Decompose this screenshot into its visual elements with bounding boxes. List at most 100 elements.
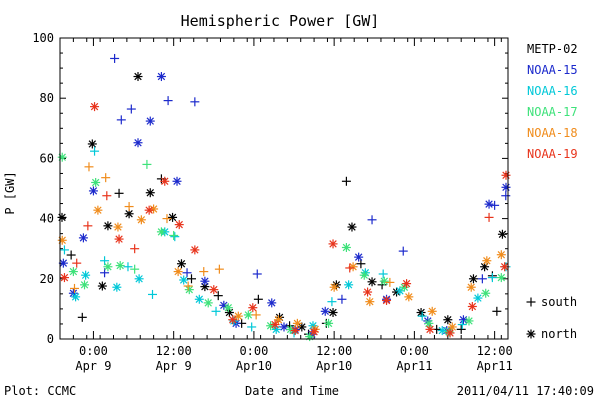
point-noaa-16-south	[417, 311, 427, 321]
point-noaa-16-south	[247, 322, 257, 332]
x-tick-label-time: 12:00	[316, 344, 352, 358]
point-noaa-19-north	[209, 285, 219, 295]
point-noaa-15-south	[490, 200, 500, 210]
point-metp-02-north	[416, 308, 426, 318]
point-noaa-19-north	[425, 324, 435, 334]
point-noaa-18-south	[214, 264, 224, 274]
point-noaa-16-south	[170, 232, 180, 242]
point-noaa-17-north	[359, 270, 369, 280]
point-noaa-15-south	[163, 96, 173, 106]
x-tick-label-date: Apr10	[236, 359, 272, 373]
point-noaa-15-south	[501, 191, 511, 201]
point-noaa-16-north	[344, 280, 354, 290]
point-noaa-15-south	[337, 294, 347, 304]
point-noaa-18-north	[233, 311, 243, 321]
x-tick-label-time: 12:00	[477, 344, 513, 358]
point-noaa-19-south	[72, 258, 82, 268]
point-metp-02-south	[356, 259, 366, 269]
point-noaa-18-south	[199, 267, 209, 277]
point-noaa-16-north	[437, 326, 447, 336]
point-noaa-15-north	[267, 298, 277, 308]
point-metp-02-north	[133, 72, 143, 82]
legend-symbol-label: north	[541, 327, 577, 341]
point-noaa-16-south	[90, 146, 100, 156]
point-metp-02-north	[200, 282, 210, 292]
point-noaa-19-north	[309, 327, 319, 337]
x-axis-label: Date and Time	[245, 384, 339, 398]
point-noaa-19-north	[382, 295, 392, 305]
point-metp-02-south	[66, 250, 76, 260]
point-noaa-15-south	[367, 215, 377, 225]
plot-frame	[59, 37, 509, 340]
point-noaa-16-south	[147, 289, 157, 299]
point-noaa-15-south	[126, 104, 136, 114]
point-noaa-17-north	[103, 262, 113, 272]
point-noaa-18-south	[183, 281, 193, 291]
point-noaa-17-north	[324, 318, 334, 328]
point-noaa-17-north	[379, 276, 389, 286]
point-metp-02-north	[443, 315, 453, 325]
point-metp-02-north	[497, 229, 507, 239]
point-noaa-19-north	[248, 303, 258, 313]
legend: METP-02 NOAA-15 NOAA-16 NOAA-17 NOAA-18 NOAA-…	[526, 42, 578, 341]
point-noaa-16-north	[473, 293, 483, 303]
point-metp-02-south	[213, 291, 223, 301]
point-noaa-19-north	[160, 176, 170, 186]
x-tick-label-date: Apr 9	[156, 359, 192, 373]
point-noaa-16-south	[211, 306, 221, 316]
point-noaa-19-south	[130, 244, 140, 254]
point-noaa-19-north	[328, 239, 338, 249]
y-tick-label: 80	[40, 91, 54, 105]
point-noaa-17-north	[156, 227, 166, 237]
point-noaa-18-south	[124, 202, 134, 212]
point-noaa-18-north	[329, 282, 339, 292]
point-noaa-17-north	[223, 303, 233, 313]
legend-item: NOAA-16	[527, 84, 578, 98]
point-noaa-18-north	[348, 262, 358, 272]
y-tick-label: 0	[47, 332, 54, 346]
y-tick-label: 60	[40, 151, 54, 165]
point-metp-02-north	[328, 308, 338, 318]
point-noaa-16-north	[179, 275, 189, 285]
x-tick-label-date: Apr11	[396, 359, 432, 373]
point-metp-02-south	[253, 294, 263, 304]
point-metp-02-north	[347, 222, 357, 232]
data-points	[57, 53, 511, 342]
footer-credit: Plot: CCMC	[4, 384, 76, 398]
point-noaa-19-north	[467, 301, 477, 311]
point-noaa-16-north	[194, 294, 204, 304]
point-noaa-19-north	[59, 273, 69, 283]
point-noaa-19-north	[445, 328, 455, 338]
point-noaa-17-north	[57, 152, 67, 162]
legend-south-marker	[526, 297, 536, 307]
point-noaa-17-north	[91, 177, 101, 187]
point-noaa-15-north	[458, 315, 468, 325]
footer-timestamp: 2011/04/11 17:40:09	[457, 384, 594, 398]
point-noaa-18-north	[173, 267, 183, 277]
y-tick-label: 20	[40, 272, 54, 286]
point-metp-02-south	[77, 312, 87, 322]
point-noaa-18-north	[57, 235, 67, 245]
point-noaa-15-south	[252, 269, 262, 279]
point-noaa-17-north	[80, 280, 90, 290]
point-noaa-15-north	[78, 233, 88, 243]
point-noaa-18-south	[84, 162, 94, 172]
point-metp-02-north	[57, 212, 67, 222]
point-noaa-18-north	[365, 297, 375, 307]
point-noaa-19-south	[345, 263, 355, 273]
point-noaa-18-north	[427, 306, 437, 316]
point-noaa-15-north	[88, 186, 98, 196]
point-noaa-19-north	[228, 315, 238, 325]
point-noaa-18-north	[93, 205, 103, 215]
point-noaa-16-north	[134, 274, 144, 284]
point-metp-02-south	[187, 274, 197, 284]
point-noaa-16-south	[327, 297, 337, 307]
point-metp-02-south	[114, 188, 124, 198]
legend-item: NOAA-17	[527, 105, 578, 119]
point-noaa-15-north	[200, 276, 210, 286]
point-noaa-18-north	[482, 256, 492, 266]
point-noaa-15-north	[145, 116, 155, 126]
point-noaa-16-south	[123, 262, 133, 272]
